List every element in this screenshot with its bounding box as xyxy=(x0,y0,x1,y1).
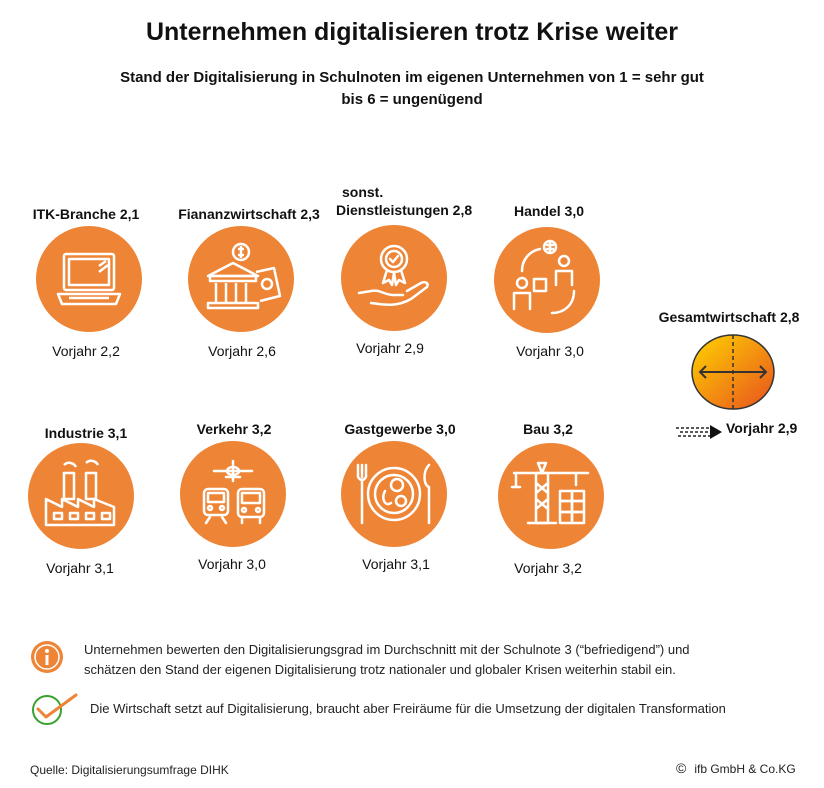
info-note-line1: Unternehmen bewerten den Digitalisierung… xyxy=(84,642,690,657)
subtitle-line-1: Stand der Digitalisierung in Schulnoten … xyxy=(120,69,704,86)
checkmark-icon xyxy=(28,693,78,727)
bank-icon xyxy=(206,242,282,310)
sector-label-itk: ITK-Branche 2,1 xyxy=(32,206,140,222)
sector-circle-finance xyxy=(188,226,294,332)
sector-label-construction: Bau 3,2 xyxy=(523,421,573,437)
sector-label-services-line1: sonst. xyxy=(342,184,384,200)
sector-label-industry: Industrie 3,1 xyxy=(44,425,128,441)
sector-circle-hospitality xyxy=(341,441,447,547)
info-note-line2: schätzen den Stand der eigenen Digitalis… xyxy=(84,662,676,677)
prev-label-services: Vorjahr 2,9 xyxy=(356,340,424,356)
dining-icon xyxy=(356,463,431,525)
prev-label-transport: Vorjahr 3,0 xyxy=(198,556,266,572)
page-subtitle: Stand der Digitalisierung in Schulnoten … xyxy=(100,67,724,111)
prev-label-finance: Vorjahr 2,6 xyxy=(208,343,276,359)
overall-label: Gesamtwirtschaft 2,8 xyxy=(658,309,800,325)
check-note: Die Wirtschaft setzt auf Digitalisierung… xyxy=(90,701,726,716)
info-note: Unternehmen bewerten den Digitalisierung… xyxy=(84,640,804,680)
copyright-icon: © xyxy=(676,760,687,776)
trade-icon xyxy=(512,239,576,315)
prev-label-trade: Vorjahr 3,0 xyxy=(516,343,584,359)
sector-label-services-line2: Dienstleistungen 2,8 xyxy=(336,202,473,218)
sector-label-trade: Handel 3,0 xyxy=(513,203,585,219)
award-hand-icon xyxy=(357,244,429,306)
overall-prev-label: Vorjahr 2,9 xyxy=(726,420,798,436)
overall-gauge xyxy=(690,333,776,413)
sector-label-finance: Fiananzwirtschaft 2,3 xyxy=(178,206,320,222)
transport-icon xyxy=(202,459,266,525)
prev-label-itk: Vorjahr 2,2 xyxy=(52,343,120,359)
info-icon xyxy=(30,640,64,674)
company-name: ifb GmbH & Co.KG xyxy=(694,762,796,776)
arrow-right-icon xyxy=(676,424,724,440)
sector-label-hospitality: Gastgewerbe 3,0 xyxy=(344,421,456,437)
copyright: © ifb GmbH & Co.KG xyxy=(676,760,816,776)
factory-icon xyxy=(44,459,116,527)
sector-circle-industry xyxy=(28,443,134,549)
source-text: Quelle: Digitalisierungsumfrage DIHK xyxy=(30,763,229,777)
crane-icon xyxy=(510,461,590,525)
sector-circle-services xyxy=(341,225,447,331)
subtitle-line-2: bis 6 = ungenügend xyxy=(341,91,483,108)
gauge-icon xyxy=(691,334,775,410)
laptop-icon xyxy=(56,252,122,306)
sector-label-transport: Verkehr 3,2 xyxy=(196,421,272,437)
sector-circle-trade xyxy=(494,227,600,333)
sector-circle-construction xyxy=(498,443,604,549)
sector-circle-itk xyxy=(36,226,142,332)
prev-label-hospitality: Vorjahr 3,1 xyxy=(362,556,430,572)
sector-label-services: sonst. Dienstleistungen 2,8 xyxy=(336,183,494,219)
prev-label-industry: Vorjahr 3,1 xyxy=(46,560,114,576)
prev-label-construction: Vorjahr 3,2 xyxy=(514,560,582,576)
sector-circle-transport xyxy=(180,441,286,547)
page-title: Unternehmen digitalisieren trotz Krise w… xyxy=(145,18,679,46)
